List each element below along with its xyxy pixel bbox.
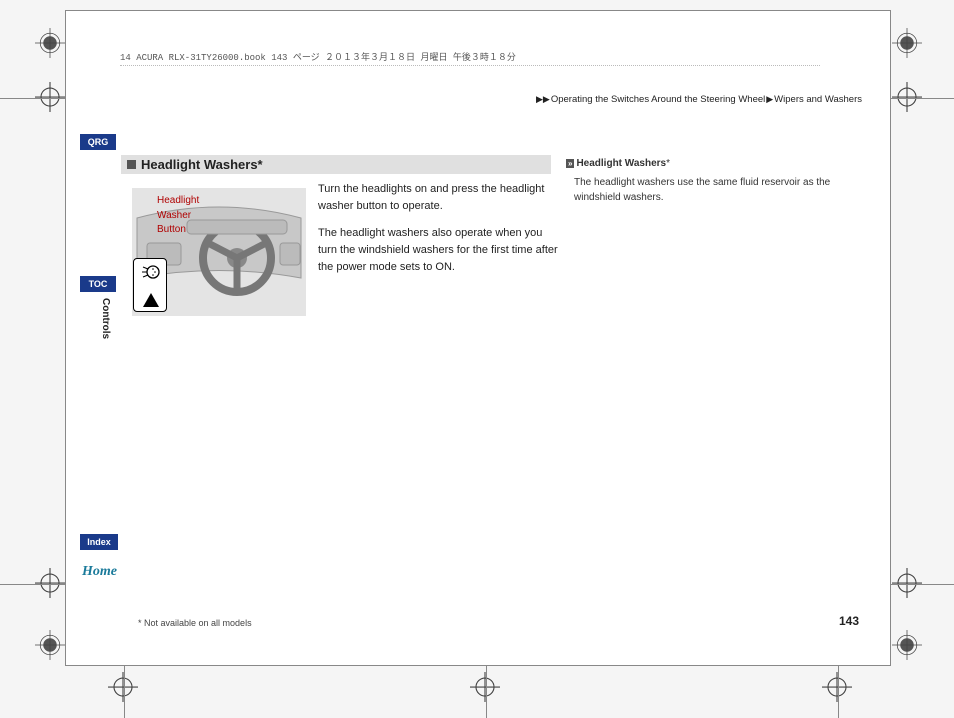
section-title-asterisk: * [258, 157, 263, 172]
body-paragraph: Turn the headlights on and press the hea… [318, 181, 558, 215]
reg-mark-icon [892, 630, 922, 660]
up-arrow-icon [143, 293, 159, 307]
caption-line: Headlight [157, 195, 199, 206]
section-title-text: Headlight Washers [141, 157, 258, 172]
crosshair-icon [470, 672, 500, 702]
breadcrumb-part: Operating the Switches Around the Steeri… [551, 94, 765, 105]
nav-qrg-button[interactable]: QRG [80, 134, 116, 150]
caption-line: Washer [157, 210, 191, 221]
side-note: »Headlight Washers* The headlight washer… [566, 156, 862, 205]
reg-mark-icon [35, 28, 65, 58]
crop-line [891, 98, 954, 99]
crop-line [124, 666, 125, 718]
crosshair-icon [822, 672, 852, 702]
crop-line [0, 584, 65, 585]
breadcrumb-arrow-icon: ▶▶ [536, 94, 550, 104]
body-paragraph: The headlight washers also operate when … [318, 225, 558, 276]
header-rule [120, 65, 820, 66]
section-title: Headlight Washers * [121, 155, 551, 174]
reg-mark-icon [35, 630, 65, 660]
sidenote-body: The headlight washers use the same fluid… [566, 175, 862, 205]
side-note-title: »Headlight Washers* [566, 156, 862, 171]
nav-index-button[interactable]: Index [80, 534, 118, 550]
breadcrumb-part: Wipers and Washers [774, 94, 862, 105]
nav-home-button[interactable]: Home [82, 564, 117, 580]
section-side-label: Controls [100, 298, 111, 339]
crosshair-icon [35, 82, 65, 112]
reg-mark-icon [892, 28, 922, 58]
crosshair-icon [892, 568, 922, 598]
crop-line [486, 666, 487, 718]
sidenote-chevron-icon: » [566, 159, 574, 168]
footnote: * Not available on all models [138, 618, 252, 628]
page-frame [65, 10, 891, 666]
file-header-text: 14 ACURA RLX-31TY26000.book 143 ページ ２０１３… [120, 50, 516, 63]
sidenote-asterisk: * [666, 158, 670, 169]
headlight-washer-icon [140, 263, 162, 281]
crop-line [838, 666, 839, 718]
crosshair-icon [35, 568, 65, 598]
breadcrumb-arrow-icon: ▶ [766, 94, 773, 104]
caption-line: Button [157, 224, 186, 235]
crop-line [891, 584, 954, 585]
crosshair-icon [892, 82, 922, 112]
sidenote-title-text: Headlight Washers [576, 158, 666, 169]
page-number: 143 [839, 614, 859, 628]
figure-caption: Headlight Washer Button [157, 194, 199, 238]
crosshair-icon [108, 672, 138, 702]
nav-toc-button[interactable]: TOC [80, 276, 116, 292]
section-bullet-icon [127, 160, 136, 169]
breadcrumb: ▶▶Operating the Switches Around the Stee… [535, 94, 862, 105]
washer-button-callout [133, 258, 167, 312]
body-text: Turn the headlights on and press the hea… [318, 181, 558, 286]
crop-line [0, 98, 65, 99]
